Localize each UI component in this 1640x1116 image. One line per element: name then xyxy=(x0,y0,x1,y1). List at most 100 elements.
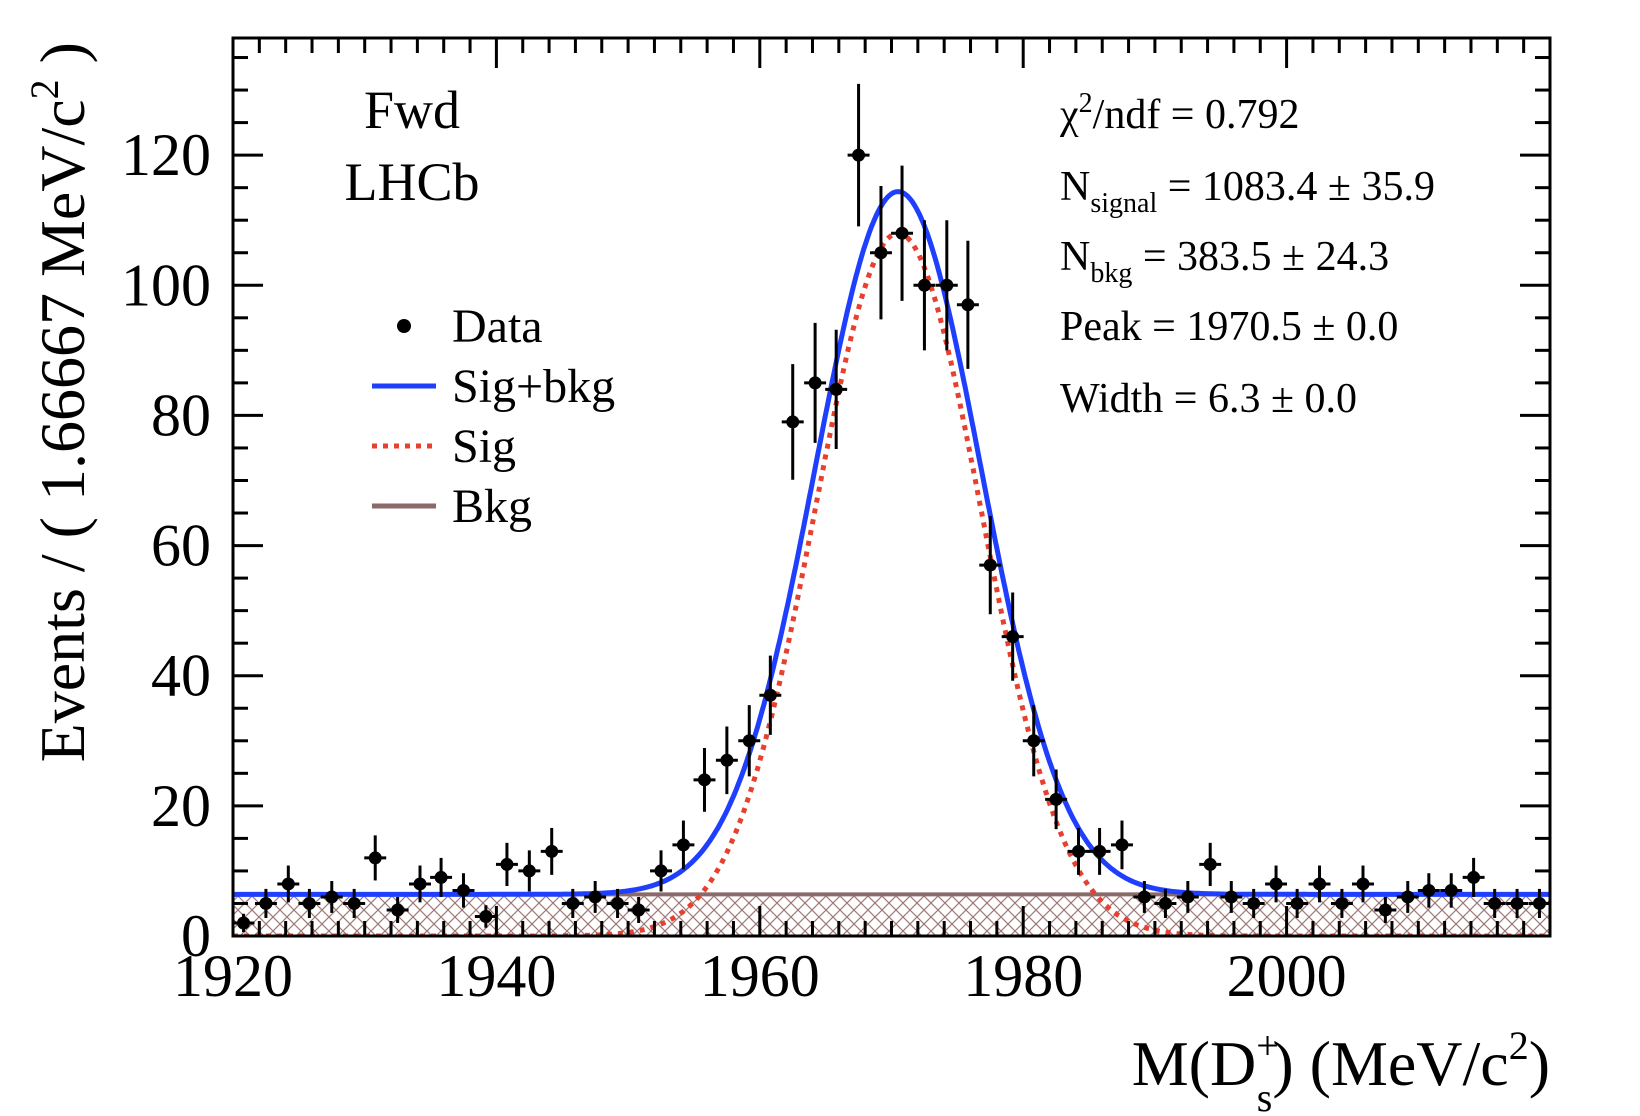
data-point-marker xyxy=(874,246,888,260)
data-point-marker xyxy=(545,844,559,858)
data-point xyxy=(1462,857,1485,897)
data-point-marker xyxy=(632,903,646,917)
legend: Data Sig+bkg Sig Bkg xyxy=(372,300,615,533)
data-point xyxy=(1396,881,1419,913)
data-point xyxy=(627,896,650,923)
data-point-marker xyxy=(786,415,800,429)
data-point-marker xyxy=(940,278,954,292)
data-point xyxy=(1133,881,1156,913)
data-point xyxy=(518,850,541,892)
y-tick-label: 80 xyxy=(151,382,211,448)
data-point xyxy=(1045,769,1068,830)
data-point xyxy=(474,905,497,928)
data-point-marker xyxy=(1093,844,1107,858)
data-point xyxy=(1242,888,1265,919)
data-point xyxy=(254,888,277,919)
data-point xyxy=(409,865,431,903)
data-point-marker xyxy=(347,896,361,910)
data-point xyxy=(979,515,1002,615)
legend-data-label: Data xyxy=(452,300,543,353)
data-point xyxy=(672,820,695,870)
data-point-marker xyxy=(1488,896,1502,910)
data-point-marker xyxy=(1467,870,1481,884)
data-point xyxy=(1417,873,1440,908)
data-point-marker xyxy=(1290,896,1304,910)
data-point-marker xyxy=(522,864,536,878)
data-point xyxy=(847,83,870,227)
data-point xyxy=(781,364,804,480)
fit-results: χ2/ndf = 0.792 Nsignal = 1083.4 ± 35.9 N… xyxy=(1059,88,1435,422)
data-point-marker xyxy=(808,376,822,390)
data-point-marker xyxy=(281,877,295,891)
legend-entry-bkg: Bkg xyxy=(372,480,532,533)
data-point xyxy=(561,888,584,919)
data-point-marker xyxy=(1378,903,1392,917)
data-point xyxy=(1199,842,1222,887)
data-point xyxy=(1506,888,1529,919)
data-point-marker xyxy=(413,877,427,891)
data-point xyxy=(1154,888,1177,919)
legend-sigbkg-label: Sig+bkg xyxy=(452,360,615,413)
fit-nsignal: Nsignal = 1083.4 ± 35.9 xyxy=(1060,164,1435,219)
data-point-marker xyxy=(676,838,690,852)
data-point-marker xyxy=(1313,877,1327,891)
data-point xyxy=(320,881,343,913)
data-point xyxy=(693,747,716,812)
data-point xyxy=(804,322,827,443)
data-point-marker xyxy=(1027,734,1041,748)
label-fwd: Fwd xyxy=(364,80,460,140)
data-point xyxy=(1308,865,1331,903)
data-point-marker xyxy=(697,773,711,787)
data-point xyxy=(277,865,300,903)
data-point xyxy=(1352,865,1374,903)
data-point-marker xyxy=(1224,890,1238,904)
data-point-marker xyxy=(325,890,339,904)
data-point xyxy=(956,240,979,369)
legend-data-marker xyxy=(397,319,411,333)
data-point xyxy=(386,896,409,923)
y-tick-label: 0 xyxy=(181,903,211,969)
data-point-marker xyxy=(566,896,580,910)
data-point-marker xyxy=(259,896,273,910)
label-lhcb: LHCb xyxy=(345,152,480,212)
data-point xyxy=(759,655,782,735)
data-point xyxy=(1483,888,1506,919)
data-point-marker xyxy=(434,870,448,884)
data-point-marker xyxy=(1269,877,1283,891)
data-point-marker xyxy=(1510,896,1524,910)
x-tick-label: 1980 xyxy=(963,943,1083,1009)
data-point-marker xyxy=(1401,890,1415,904)
data-point-marker xyxy=(763,688,777,702)
data-point-marker xyxy=(391,903,405,917)
data-point xyxy=(1176,881,1199,913)
data-point-marker xyxy=(852,148,866,162)
data-point xyxy=(738,705,761,777)
y-tick-labels: 0 20 40 60 80 100 120 xyxy=(121,122,211,969)
fit-nbkg: Nbkg = 383.5 ± 24.3 xyxy=(1060,234,1389,289)
data-point-marker xyxy=(742,734,756,748)
data-point-marker xyxy=(611,896,625,910)
data-point xyxy=(430,857,453,897)
data-point xyxy=(891,165,914,301)
legend-entry-sigbkg: Sig+bkg xyxy=(372,360,615,413)
x-tick-label: 2000 xyxy=(1227,943,1347,1009)
x-tick-labels: 1920 1940 1960 1980 2000 xyxy=(173,943,1347,1009)
data-point xyxy=(650,850,672,892)
data-point xyxy=(343,888,366,919)
data-point-marker xyxy=(588,890,602,904)
plot-area xyxy=(233,83,1550,936)
data-point-marker xyxy=(1422,883,1436,897)
data-point-marker xyxy=(1356,877,1370,891)
y-tick-label: 120 xyxy=(121,122,211,188)
data-point xyxy=(1286,888,1309,919)
data-point-marker xyxy=(654,864,668,878)
data-point xyxy=(1111,820,1133,870)
data-point-marker xyxy=(1049,792,1063,806)
data-point xyxy=(1022,705,1045,777)
data-point-marker xyxy=(302,896,316,910)
data-point xyxy=(1220,881,1243,913)
data-point xyxy=(1088,827,1111,875)
data-point xyxy=(606,888,629,919)
legend-bkg-label: Bkg xyxy=(452,480,532,533)
